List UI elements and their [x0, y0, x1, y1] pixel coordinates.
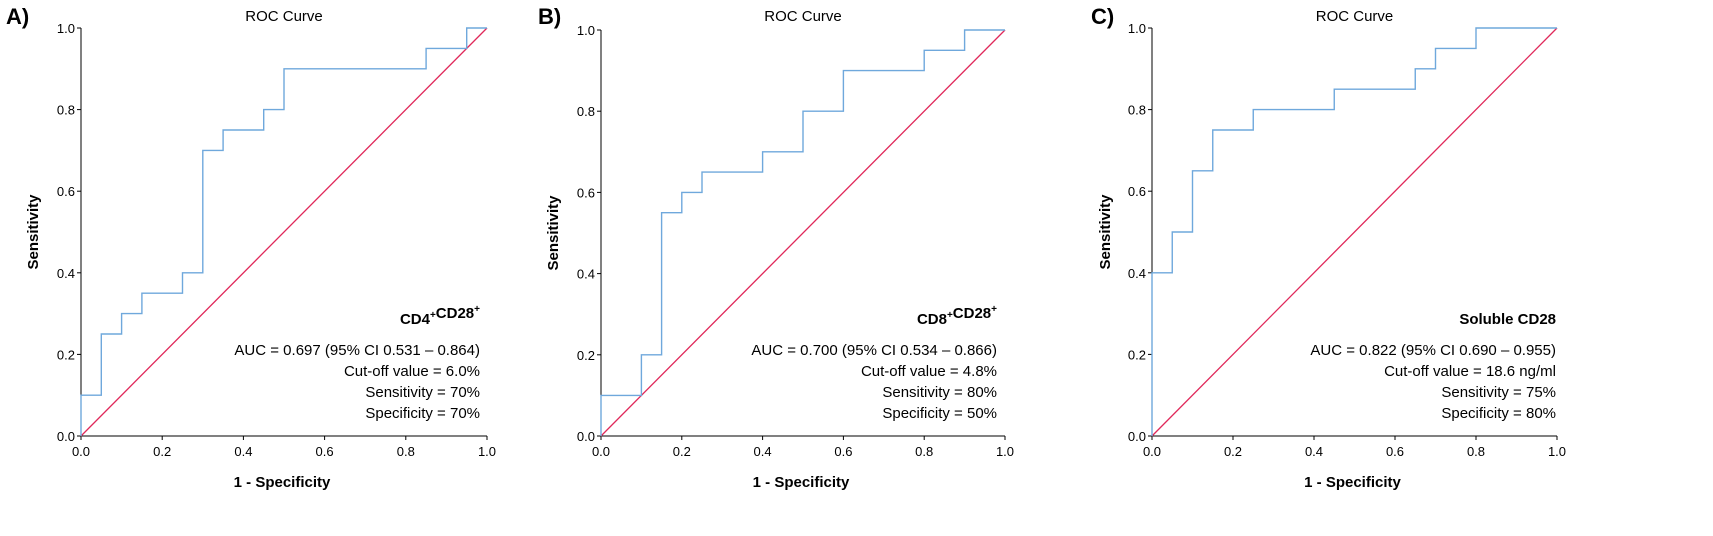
x-tick-label: 0.0 [1143, 444, 1161, 459]
x-tick-label: 0.8 [397, 444, 415, 459]
y-tick-label: 0.6 [1128, 184, 1146, 199]
x-axis-label: 1 - Specificity [1304, 474, 1401, 491]
x-tick-label: 0.2 [673, 444, 691, 459]
x-tick-label: 0.0 [592, 444, 610, 459]
y-axis-label: Sensitivity [1097, 194, 1114, 270]
annotation-line: Cut-off value = 4.8% [861, 363, 997, 380]
annotation-line: AUC = 0.700 (95% CI 0.534 – 0.866) [751, 342, 997, 359]
annotation-line: Specificity = 50% [882, 405, 997, 422]
chart-title: ROC Curve [764, 8, 842, 25]
x-tick-label: 0.8 [1467, 444, 1485, 459]
y-tick-label: 0.8 [577, 104, 595, 119]
annotation-line: Specificity = 70% [365, 405, 480, 422]
x-tick-label: 0.6 [834, 444, 852, 459]
x-axis-label: 1 - Specificity [753, 474, 850, 491]
y-tick-label: 1.0 [57, 21, 75, 36]
y-tick-label: 0.4 [1128, 266, 1146, 281]
y-tick-label: 0.2 [577, 348, 595, 363]
roc-panel-3: C) ROC Curve 0.0 0.2 0.4 0.6 0.8 1.0 0.0 0.2 0.4 0.… [1091, 4, 1566, 491]
annotation-line: Specificity = 80% [1441, 405, 1556, 422]
panel-label: A) [6, 4, 29, 29]
x-axis-label: 1 - Specificity [234, 474, 331, 491]
annotation-line: Sensitivity = 80% [882, 384, 997, 401]
x-tick-label: 1.0 [996, 444, 1014, 459]
x-tick-label: 0.2 [153, 444, 171, 459]
x-tick-label: 1.0 [478, 444, 496, 459]
x-tick-label: 1.0 [1548, 444, 1566, 459]
annotation-title: Soluble CD28 [1459, 311, 1556, 328]
roc-curve [80, 27, 487, 436]
x-tick-label: 0.2 [1224, 444, 1242, 459]
y-tick-label: 0.2 [57, 347, 75, 362]
x-tick-label: 0.4 [1305, 444, 1323, 459]
annotation-line: Sensitivity = 75% [1441, 384, 1556, 401]
x-tick-label: 0.4 [234, 444, 252, 459]
reference-line [80, 27, 488, 437]
chart-title: ROC Curve [1316, 8, 1394, 25]
roc-curve [1151, 27, 1557, 436]
roc-panel-1: A) ROC Curve 0.0 0.2 0.4 0.6 0.8 1.0 0.0 0.2 0.4 0.… [6, 4, 496, 491]
panel-label: C) [1091, 4, 1114, 29]
y-tick-label: 0.0 [57, 429, 75, 444]
y-tick-label: 0.6 [57, 184, 75, 199]
y-tick-label: 0.6 [577, 185, 595, 200]
roc-panel-2: B) ROC Curve 0.0 0.2 0.4 0.6 0.8 1.0 0.0 0.2 0.4 0.… [538, 4, 1014, 491]
y-tick-label: 1.0 [577, 23, 595, 38]
y-tick-label: 0.4 [577, 267, 595, 282]
reference-line [600, 29, 1006, 437]
x-tick-label: 0.6 [1386, 444, 1404, 459]
roc-curve [600, 29, 1005, 436]
panel-label: B) [538, 4, 561, 29]
y-axis-label: Sensitivity [25, 194, 42, 270]
y-tick-label: 0.4 [57, 266, 75, 281]
y-tick-label: 0.2 [1128, 347, 1146, 362]
y-axis-label: Sensitivity [545, 195, 562, 271]
annotation-title: CD8+CD28+ [917, 304, 997, 328]
x-tick-label: 0.8 [915, 444, 933, 459]
annotation-line: AUC = 0.697 (95% CI 0.531 – 0.864) [234, 342, 480, 359]
y-tick-label: 0.8 [1128, 103, 1146, 118]
x-tick-label: 0.4 [754, 444, 772, 459]
chart-title: ROC Curve [245, 8, 323, 25]
y-tick-label: 0.0 [1128, 429, 1146, 444]
reference-line [1151, 27, 1558, 437]
y-tick-label: 1.0 [1128, 21, 1146, 36]
annotation-line: Cut-off value = 6.0% [344, 363, 480, 380]
annotation-line: Cut-off value = 18.6 ng/ml [1384, 363, 1556, 380]
y-tick-label: 0.0 [577, 429, 595, 444]
annotation-title: CD4+CD28+ [400, 304, 480, 328]
x-tick-label: 0.6 [316, 444, 334, 459]
annotation-line: Sensitivity = 70% [365, 384, 480, 401]
annotation-line: AUC = 0.822 (95% CI 0.690 – 0.955) [1310, 342, 1556, 359]
y-tick-label: 0.8 [57, 103, 75, 118]
x-tick-label: 0.0 [72, 444, 90, 459]
